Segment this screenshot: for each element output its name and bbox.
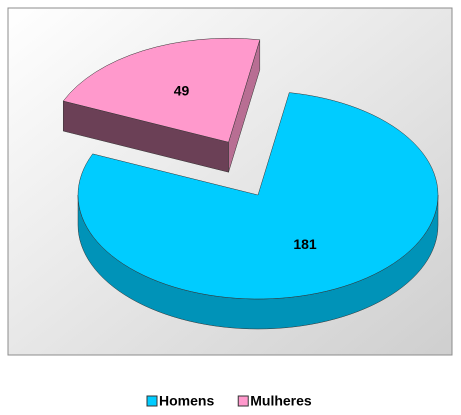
data-label: 49 [174, 83, 190, 99]
legend-swatch [237, 395, 249, 407]
legend-label: Homens [159, 393, 214, 409]
legend-swatch [146, 395, 158, 407]
slice [62, 37, 261, 143]
data-label: 181 [293, 236, 317, 252]
slice [77, 92, 439, 300]
legend-label: Mulheres [250, 393, 312, 409]
